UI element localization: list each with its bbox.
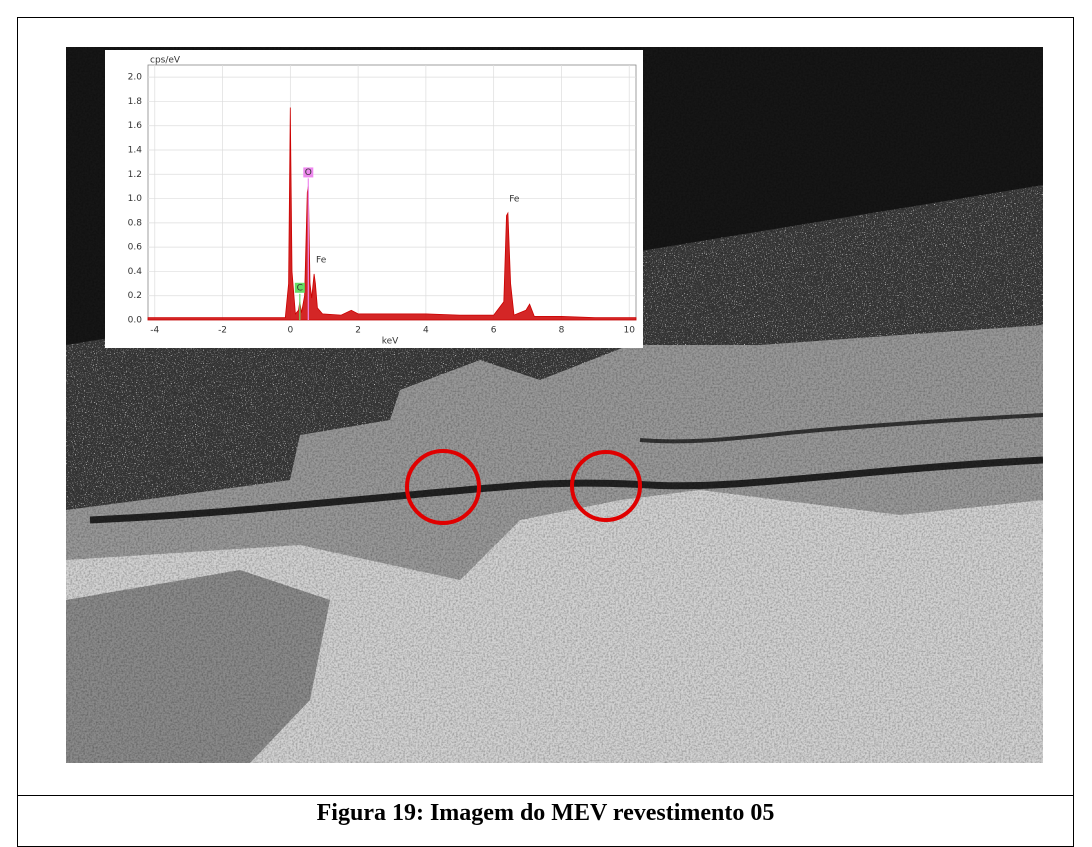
y-tick-label: 1.2 [128, 170, 142, 180]
y-tick-label: 2.0 [128, 73, 143, 83]
y-axis-label: cps/eV [150, 56, 181, 66]
figure-caption: Figura 19: Imagem do MEV revestimento 05 [17, 800, 1074, 827]
element-label: O [305, 168, 312, 178]
y-tick-label: 0.4 [128, 267, 143, 277]
x-tick-label: 10 [623, 326, 635, 336]
y-tick-label: 0.2 [128, 291, 142, 301]
y-tick-label: 1.8 [128, 97, 143, 107]
x-tick-label: -2 [218, 326, 227, 336]
y-tick-label: 1.0 [128, 194, 143, 204]
figure: cps/eV keV 0.0 0.2 0.4 0.6 0.8 1.0 1.2 1.4 1.6 1.… [0, 0, 1092, 795]
x-tick-label: 6 [491, 326, 497, 336]
x-axis-label: keV [382, 337, 399, 347]
x-tick-label: 0 [287, 326, 293, 336]
page: {"caption": "Figura 19: Imagem do MEV re… [0, 0, 1092, 834]
element-label: Fe [509, 195, 520, 205]
spectrum-chart: cps/eV keV 0.0 0.2 0.4 0.6 0.8 1.0 1.2 1.4 1.6 1.… [128, 56, 636, 347]
y-tick-label: 1.6 [128, 121, 143, 131]
plot-area [148, 65, 636, 320]
x-tick-label: 8 [559, 326, 565, 336]
x-tick-label: 4 [423, 326, 429, 336]
element-label: C [297, 283, 303, 293]
x-tick-label: 2 [355, 326, 361, 336]
y-tick-label: 1.4 [128, 146, 143, 156]
caption-rule [17, 795, 1074, 796]
y-tick-label: 0.0 [128, 316, 143, 326]
y-tick-label: 0.6 [128, 243, 143, 253]
y-tick-label: 0.8 [128, 218, 143, 228]
element-label: Fe [316, 255, 327, 265]
x-tick-label: -4 [150, 326, 159, 336]
